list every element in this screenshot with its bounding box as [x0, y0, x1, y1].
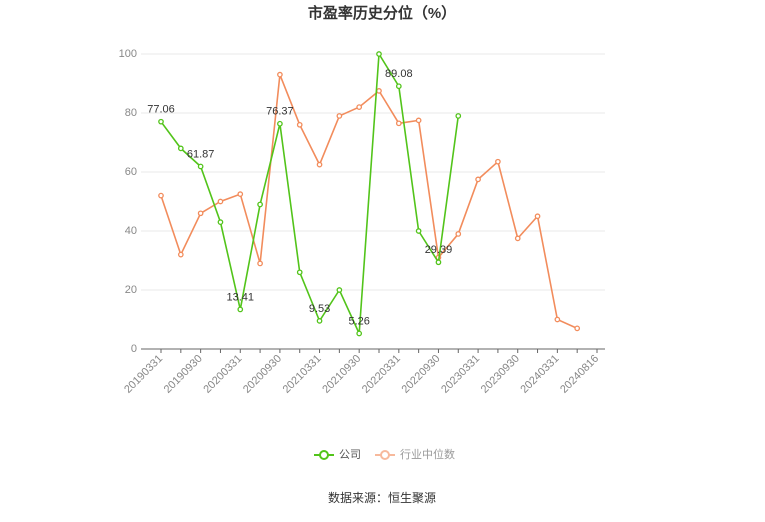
- x-tick-label: 20200331: [201, 353, 244, 396]
- point: [455, 113, 462, 119]
- x-tick-label: 20230331: [439, 353, 482, 396]
- data-label: 13.41: [227, 291, 255, 303]
- chart-title: 市盈率历史分位（%）: [308, 4, 456, 22]
- point: [158, 118, 164, 125]
- y-tick-label: 40: [125, 225, 137, 237]
- point: [395, 83, 402, 90]
- y-tick-label: 100: [119, 48, 137, 60]
- point: [277, 71, 283, 78]
- x-tick-label: 20190930: [162, 353, 205, 396]
- point: [475, 176, 481, 183]
- data-label: 9.53: [309, 303, 330, 315]
- y-tick-label: 80: [125, 107, 137, 119]
- x-tick-label: 20210930: [320, 353, 363, 396]
- point: [296, 269, 303, 276]
- source: 数据来源：恒生聚源: [328, 490, 436, 505]
- point: [376, 88, 382, 94]
- point: [415, 117, 422, 124]
- point: [237, 306, 244, 313]
- data-label: 61.87: [187, 148, 215, 160]
- x-tick-label: 20210331: [281, 353, 324, 396]
- point: [356, 104, 363, 110]
- point: [395, 120, 402, 127]
- point: [514, 235, 521, 242]
- x-tick-label: 20230930: [479, 353, 522, 396]
- point: [257, 260, 263, 267]
- point: [534, 213, 541, 220]
- data-label: 76.37: [266, 106, 294, 118]
- point: [197, 210, 204, 217]
- point: [296, 121, 303, 128]
- x-tick-label: 20240331: [518, 353, 561, 396]
- point: [455, 231, 462, 237]
- point: [257, 201, 263, 208]
- x-tick-label: 20190331: [122, 353, 165, 396]
- point: [554, 316, 561, 323]
- point: [495, 158, 501, 165]
- series-line: [160, 51, 460, 334]
- y-tick-label: 0: [131, 343, 137, 355]
- point: [217, 198, 224, 205]
- x-tick-label: 20220930: [400, 353, 443, 396]
- point: [356, 330, 363, 337]
- legend-item[interactable]: 公司: [314, 449, 361, 461]
- legend-item[interactable]: 行业中位数: [375, 447, 455, 461]
- x-tick-label: 20240816: [558, 353, 601, 396]
- point: [376, 51, 382, 57]
- point: [316, 318, 323, 324]
- legend-marker: [319, 450, 329, 460]
- data-label: 89.08: [385, 68, 413, 80]
- point: [237, 191, 244, 197]
- point: [336, 113, 343, 119]
- point: [158, 192, 164, 199]
- y-tick-label: 60: [125, 166, 137, 178]
- point: [415, 228, 422, 234]
- point: [574, 325, 581, 332]
- point: [277, 120, 283, 127]
- point: [336, 287, 343, 293]
- legend-label: 公司: [339, 449, 361, 461]
- x-tick-label: 20200930: [241, 353, 284, 396]
- legend-label: 行业中位数: [400, 447, 455, 461]
- point: [217, 219, 224, 225]
- legend-marker: [380, 450, 390, 460]
- y-tick-label: 20: [125, 284, 137, 296]
- point: [435, 259, 442, 266]
- series-line: [160, 74, 578, 330]
- data-label: 77.06: [147, 104, 175, 116]
- point: [177, 251, 184, 258]
- point: [177, 145, 184, 152]
- point: [316, 161, 323, 168]
- data-label: 29.39: [425, 244, 453, 256]
- x-tick-label: 20220331: [360, 353, 403, 396]
- point: [197, 163, 204, 170]
- data-label: 5.26: [348, 315, 369, 327]
